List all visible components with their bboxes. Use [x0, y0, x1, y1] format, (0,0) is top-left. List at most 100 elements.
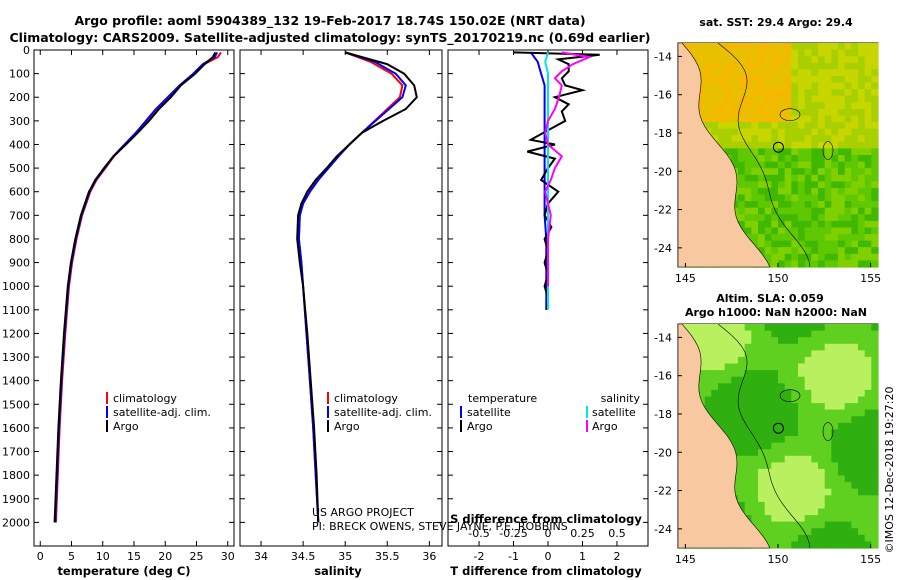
map-cell — [764, 350, 772, 358]
map-lat-tick-label: -14 — [654, 50, 672, 63]
map-cell — [798, 135, 806, 143]
map-cell — [791, 207, 799, 215]
map-cell — [871, 155, 879, 163]
map-cell — [804, 95, 812, 103]
map-cell — [704, 69, 712, 77]
map-cell — [871, 62, 879, 70]
map-cell — [778, 482, 786, 490]
map-cell — [744, 462, 752, 470]
map-cell — [838, 108, 846, 117]
map-cell — [718, 337, 726, 345]
map-cell — [871, 508, 879, 516]
map-cell — [831, 207, 839, 215]
map-cell — [831, 330, 839, 338]
map-cell — [724, 89, 732, 97]
map-cell — [724, 337, 732, 345]
map-cell — [791, 89, 799, 97]
map-cell — [751, 128, 759, 136]
map-cell — [811, 148, 819, 156]
map-cell — [764, 128, 772, 136]
map-cell — [804, 69, 812, 77]
map-cell — [724, 409, 732, 417]
map-cell — [871, 82, 879, 90]
map-cell — [871, 201, 879, 209]
map-cell — [824, 247, 832, 255]
map-cell — [778, 214, 786, 222]
map-cell — [831, 194, 839, 202]
map-cell — [738, 181, 746, 189]
map-cell — [804, 214, 812, 222]
map-cell — [864, 135, 872, 143]
map-cell — [731, 43, 739, 51]
map-cell — [824, 207, 832, 215]
map-cell — [738, 108, 746, 117]
map-cell — [784, 168, 792, 176]
map-cell — [784, 324, 792, 332]
map-cell — [738, 194, 746, 202]
map-cell — [771, 168, 779, 176]
map-cell — [824, 442, 832, 450]
map-cell — [811, 337, 819, 345]
map-cell — [824, 220, 832, 229]
map-cell — [864, 102, 872, 110]
map-cell — [718, 128, 726, 136]
map-cell — [784, 363, 792, 371]
map-cell — [758, 528, 766, 536]
series-argo — [296, 51, 418, 523]
map-cell — [778, 135, 786, 143]
map-cell — [798, 468, 806, 477]
map-cell — [804, 324, 812, 332]
map-cell — [858, 409, 866, 417]
map-cell — [864, 214, 872, 222]
map-cell — [764, 115, 772, 123]
map-cell — [864, 350, 872, 358]
map-cell — [858, 201, 866, 209]
map-cell — [711, 343, 719, 351]
map-cell — [758, 337, 766, 345]
map-cell — [871, 383, 879, 391]
map-cell — [771, 416, 779, 424]
map-cell — [811, 436, 819, 444]
map-cell — [811, 161, 819, 169]
map-cell — [751, 449, 759, 457]
depth-tick-label: 1300 — [2, 351, 30, 364]
sst-map-title: sat. SST: 29.4 Argo: 29.4 — [699, 16, 853, 29]
map-cell — [804, 207, 812, 215]
map-cell — [811, 416, 819, 424]
map-cell — [771, 155, 779, 163]
map-cell — [704, 383, 712, 391]
map-cell — [858, 115, 866, 123]
map-cell — [771, 337, 779, 345]
map-cell — [864, 43, 872, 51]
map-cell — [871, 409, 879, 417]
map-cell — [758, 356, 766, 365]
map-cell — [731, 330, 739, 338]
map-cell — [778, 174, 786, 182]
map-cell — [784, 389, 792, 398]
map-cell — [831, 495, 839, 503]
map-cell — [758, 330, 766, 338]
map-cell — [791, 135, 799, 143]
map-cell — [791, 475, 799, 483]
map-cell — [864, 324, 872, 332]
map-cell — [778, 534, 786, 542]
map-cell — [858, 442, 866, 450]
map-cell — [778, 253, 786, 261]
map-cell — [791, 108, 799, 117]
map-cell — [778, 75, 786, 84]
map-cell — [824, 108, 832, 117]
map-cell — [784, 247, 792, 255]
map-cell — [804, 488, 812, 496]
map-cell — [711, 356, 719, 365]
map-cell — [704, 403, 712, 411]
map-cell — [758, 389, 766, 398]
map-cell — [818, 102, 826, 110]
map-cell — [764, 383, 772, 391]
map-cell — [804, 82, 812, 90]
map-cell — [731, 442, 739, 450]
map-cell — [771, 194, 779, 202]
map-cell — [798, 449, 806, 457]
map-cell — [838, 220, 846, 229]
